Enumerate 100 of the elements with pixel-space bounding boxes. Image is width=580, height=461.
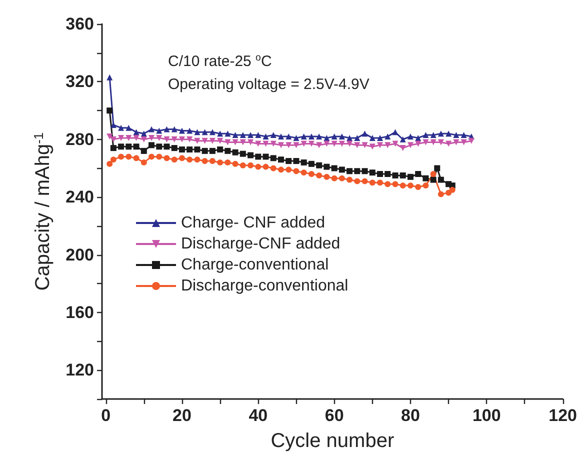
point	[430, 176, 436, 183]
point	[148, 126, 155, 132]
point	[407, 182, 414, 189]
point	[300, 159, 307, 166]
x-tick-label: 0	[101, 406, 111, 425]
point	[346, 168, 353, 174]
point	[133, 129, 140, 136]
point	[232, 139, 238, 146]
point	[346, 176, 353, 183]
point	[377, 180, 384, 186]
point	[453, 132, 460, 138]
point	[278, 142, 284, 148]
point	[164, 144, 170, 150]
point	[286, 158, 292, 164]
point	[316, 162, 322, 168]
point	[178, 136, 185, 142]
x-tick-label: 60	[324, 406, 344, 425]
point	[430, 132, 436, 138]
point	[438, 191, 444, 198]
point	[400, 136, 406, 142]
point	[156, 144, 162, 150]
point	[255, 132, 262, 138]
point	[262, 164, 269, 170]
y-tick-label: 360	[66, 14, 94, 34]
point	[148, 134, 155, 141]
point	[164, 126, 170, 132]
point	[400, 145, 406, 152]
legend-label: Discharge-CNF added	[181, 236, 340, 252]
point	[194, 146, 200, 152]
y-tick-label: 280	[66, 130, 94, 149]
point	[217, 146, 224, 152]
x-tick-label: 120	[548, 406, 578, 425]
point	[164, 136, 170, 142]
point	[140, 130, 147, 137]
point	[407, 134, 414, 140]
point	[316, 142, 322, 148]
point	[148, 142, 155, 148]
point	[369, 170, 376, 176]
point	[438, 139, 444, 146]
legend-label: Discharge-conventional	[181, 278, 348, 294]
point	[384, 142, 391, 148]
point	[248, 162, 254, 168]
point	[255, 140, 262, 147]
point	[110, 145, 116, 152]
point	[415, 134, 422, 141]
point	[384, 171, 391, 177]
point	[384, 181, 391, 188]
point	[156, 128, 162, 134]
point	[262, 154, 269, 160]
point	[140, 148, 147, 154]
point	[324, 174, 330, 180]
point	[118, 144, 124, 150]
point	[331, 175, 338, 182]
point	[293, 158, 300, 164]
annotation: Operating voltage = 2.5V-4.9V	[168, 76, 370, 93]
point	[377, 134, 384, 141]
y-tick-label: 240	[66, 188, 94, 207]
point	[262, 140, 269, 147]
point	[224, 130, 231, 137]
y-tick-label: 160	[66, 302, 94, 322]
point	[331, 140, 338, 147]
point	[316, 134, 322, 140]
legend-label: Charge-conventional	[181, 256, 329, 274]
point	[164, 155, 170, 162]
point	[240, 162, 246, 168]
point	[369, 144, 376, 150]
point	[126, 144, 132, 150]
point	[186, 156, 193, 163]
point	[133, 155, 140, 162]
point	[377, 171, 384, 177]
point	[362, 168, 368, 174]
point	[232, 160, 238, 167]
point	[262, 134, 269, 140]
x-axis-title: Cycle number	[270, 430, 394, 452]
point	[468, 138, 474, 144]
point	[422, 139, 429, 146]
point	[209, 148, 216, 154]
point	[178, 128, 185, 134]
point	[286, 166, 292, 173]
point	[171, 156, 178, 163]
point	[217, 138, 224, 144]
x-tick-label: 40	[248, 406, 268, 425]
point	[308, 160, 314, 167]
point	[194, 156, 200, 163]
point	[240, 150, 246, 157]
point	[293, 168, 300, 174]
point	[354, 178, 360, 184]
point	[362, 142, 368, 148]
point	[178, 155, 185, 162]
point	[186, 136, 193, 142]
point	[338, 140, 345, 147]
point	[286, 142, 292, 148]
point	[133, 144, 140, 150]
point	[392, 140, 398, 147]
point	[460, 132, 467, 138]
point	[106, 134, 113, 140]
point	[362, 130, 368, 137]
point	[392, 181, 398, 188]
point	[354, 134, 360, 141]
point	[186, 128, 193, 134]
